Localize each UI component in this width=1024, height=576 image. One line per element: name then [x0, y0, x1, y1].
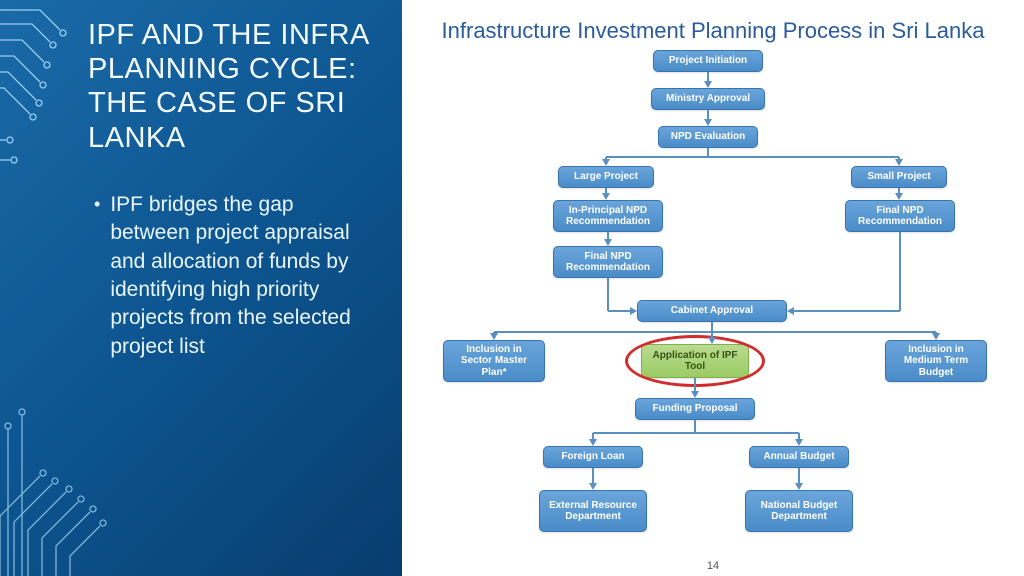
flow-edge — [413, 50, 1013, 560]
page-number: 14 — [707, 560, 719, 572]
slide-title: IPF AND THE INFRA PLANNING CYCLE: THE CA… — [88, 18, 374, 155]
circuit-decoration2-icon — [0, 316, 140, 576]
flowchart-title: Infrastructure Investment Planning Proce… — [412, 18, 1014, 44]
left-panel: IPF AND THE INFRA PLANNING CYCLE: THE CA… — [0, 0, 402, 576]
right-panel: Infrastructure Investment Planning Proce… — [402, 0, 1024, 576]
bullet-text: IPF bridges the gap between project appr… — [110, 191, 374, 361]
flowchart-canvas: Project InitiationMinistry ApprovalNPD E… — [413, 50, 1013, 560]
